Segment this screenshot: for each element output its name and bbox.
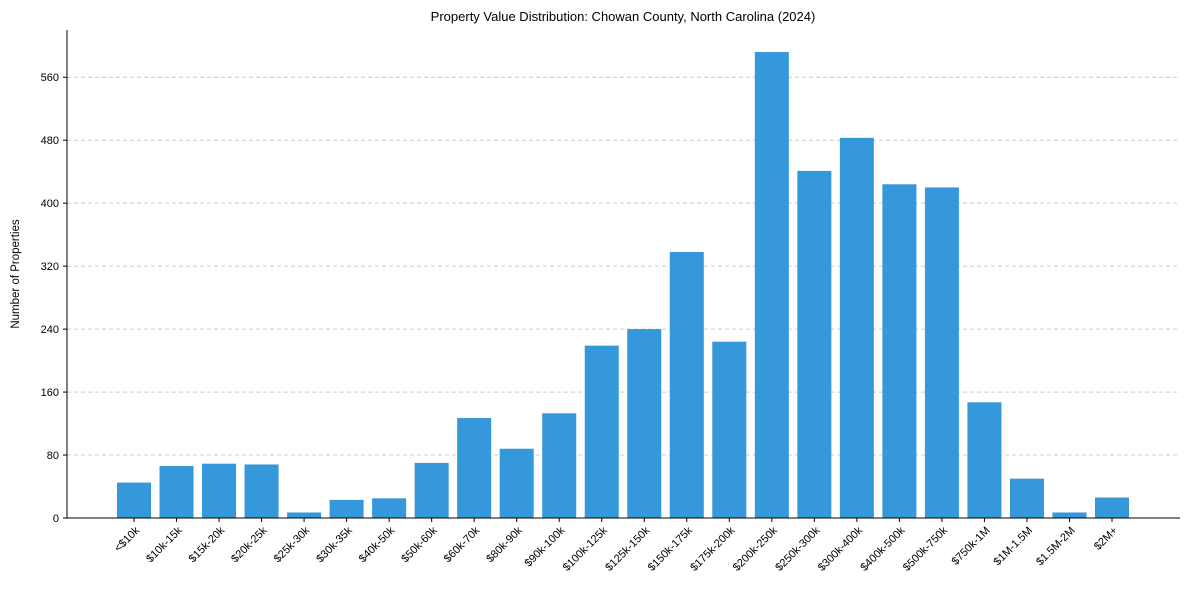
x-tick-label: $40k-50k bbox=[357, 524, 398, 565]
x-tick-label: $50k-60k bbox=[399, 524, 440, 565]
x-tick-label: $175k-200k bbox=[688, 524, 737, 573]
x-tick-label: $90k-100k bbox=[523, 524, 568, 569]
x-tick-label: $150k-175k bbox=[646, 524, 695, 573]
bar bbox=[372, 498, 407, 518]
bar bbox=[499, 448, 534, 518]
bar bbox=[669, 251, 704, 518]
bar bbox=[584, 345, 619, 518]
bar bbox=[924, 187, 959, 518]
x-tick-label: $15k-20k bbox=[187, 524, 228, 565]
x-tick-label: $2M+ bbox=[1092, 525, 1120, 553]
bar bbox=[414, 462, 449, 518]
bar bbox=[967, 402, 1002, 518]
x-tick-label: $200k-250k bbox=[731, 524, 780, 573]
bar bbox=[1052, 512, 1087, 518]
x-tick-label: $500k-750k bbox=[901, 524, 950, 573]
y-tick-label: 0 bbox=[53, 513, 59, 525]
x-tick-label: $25k-30k bbox=[272, 524, 313, 565]
x-tick-label: $10k-15k bbox=[144, 524, 185, 565]
y-tick-label: 400 bbox=[41, 198, 59, 210]
y-tick-label: 320 bbox=[41, 261, 59, 273]
x-tick-label: $30k-35k bbox=[314, 524, 355, 565]
x-tick-label: $80k-90k bbox=[484, 524, 525, 565]
x-tick-label: $750k-1M bbox=[949, 525, 992, 568]
gridlines bbox=[67, 76, 1180, 456]
x-tick-label: $100k-125k bbox=[561, 524, 610, 573]
x-tick-label: $300k-400k bbox=[816, 524, 865, 573]
bar bbox=[797, 170, 832, 518]
bar bbox=[329, 499, 364, 518]
bar bbox=[287, 512, 322, 518]
bar bbox=[244, 464, 279, 518]
bar bbox=[627, 329, 662, 518]
y-tick-label: 560 bbox=[41, 72, 59, 84]
y-tick-label: 160 bbox=[41, 387, 59, 399]
bar bbox=[1094, 497, 1130, 518]
bar bbox=[159, 466, 194, 518]
y-tick-label: 80 bbox=[47, 450, 59, 462]
axes bbox=[66, 30, 1180, 519]
y-tick-label: 240 bbox=[41, 324, 59, 336]
x-tick-label: $125k-150k bbox=[603, 524, 652, 573]
x-tick-label: $400k-500k bbox=[858, 524, 907, 573]
bar bbox=[116, 482, 152, 518]
bar bbox=[839, 137, 874, 518]
bar bbox=[542, 413, 577, 518]
chart-title: Property Value Distribution: Chowan Coun… bbox=[431, 9, 816, 24]
x-tick-label: <$10k bbox=[112, 524, 142, 554]
bar bbox=[712, 341, 747, 518]
y-ticks: 0 80 160 240 320 400 480 560 bbox=[41, 72, 67, 525]
bar bbox=[1009, 478, 1044, 518]
x-tick-label: $250k-300k bbox=[773, 524, 822, 573]
bar bbox=[457, 418, 492, 518]
x-tick-label: $20k-25k bbox=[229, 524, 270, 565]
y-axis-label: Number of Properties bbox=[10, 219, 22, 329]
bar bbox=[202, 463, 237, 518]
x-tick-label: $1M-1.5M bbox=[992, 525, 1036, 569]
y-tick-label: 480 bbox=[41, 135, 59, 147]
bar bbox=[882, 184, 917, 518]
x-tick-label: $1.5M-2M bbox=[1034, 525, 1078, 569]
bar bbox=[754, 52, 789, 519]
bars bbox=[116, 52, 1130, 519]
x-ticks: <$10k $10k-15k $15k-20k $20k-25k $25k-30k $30… bbox=[112, 518, 1120, 574]
x-tick-label: $60k-70k bbox=[442, 524, 483, 565]
